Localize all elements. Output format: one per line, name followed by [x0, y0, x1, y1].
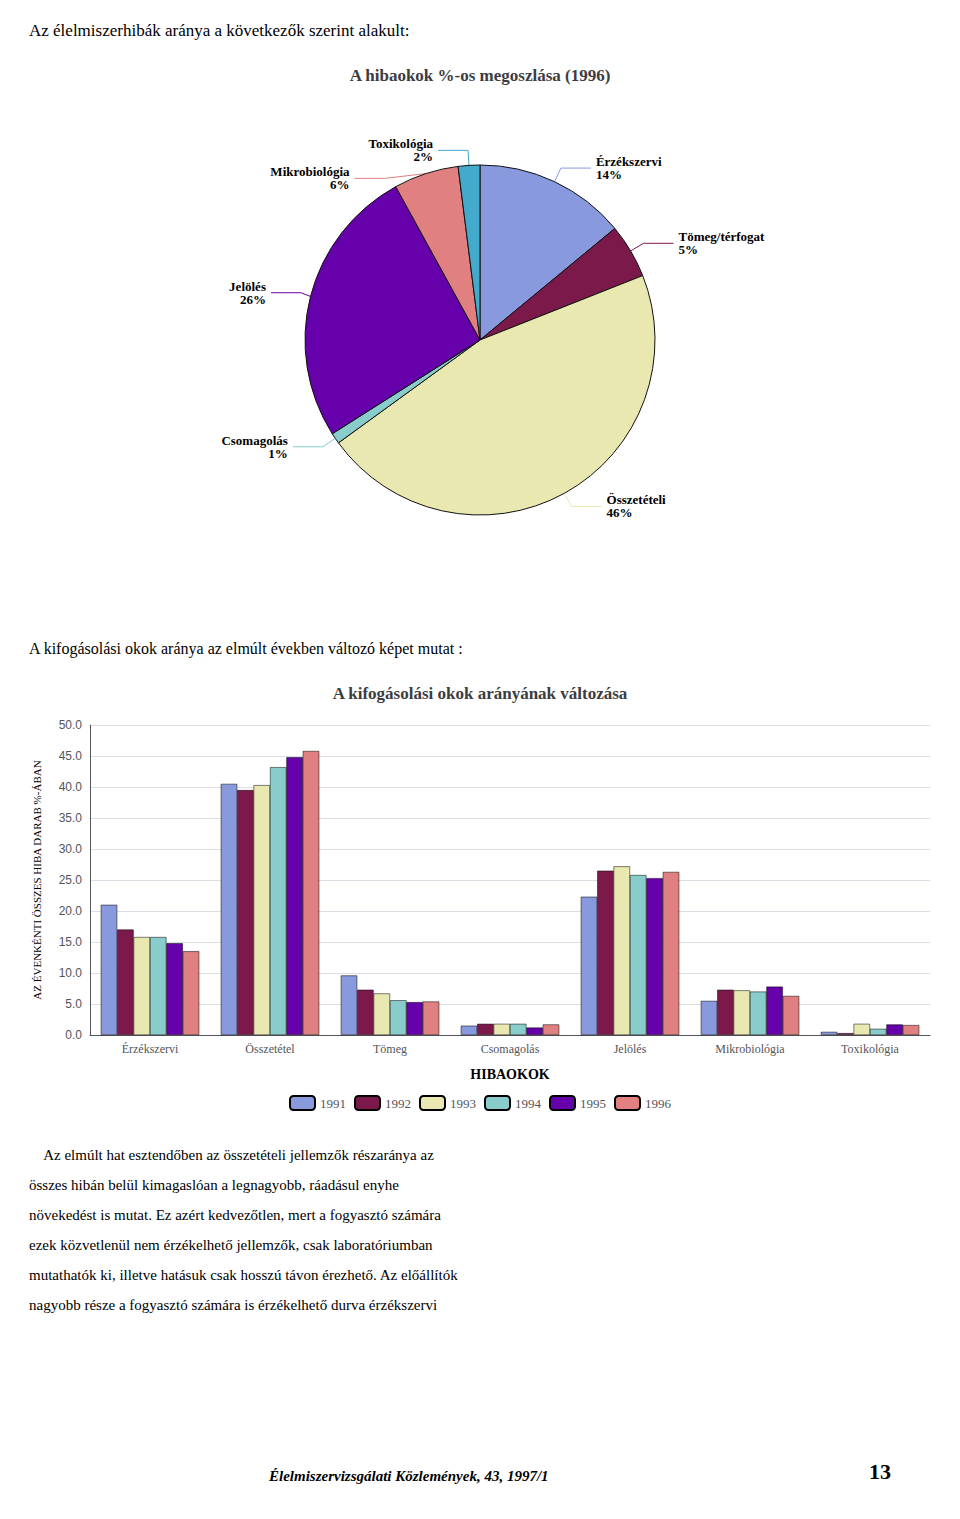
svg-text:1994: 1994 — [515, 1096, 542, 1111]
svg-text:A kifogásolási okok aránya az: A kifogásolási okok aránya az elmúlt éve… — [29, 640, 463, 658]
svg-text:1%: 1% — [268, 446, 288, 461]
svg-text:25.0: 25.0 — [59, 873, 83, 887]
svg-text:Mikrobiológia: Mikrobiológia — [270, 164, 350, 180]
svg-text:20.0: 20.0 — [59, 904, 83, 918]
svg-text:A hibaokok %-os megoszlása (19: A hibaokok %-os megoszlása (1996) — [350, 66, 611, 85]
svg-text:5%: 5% — [679, 242, 699, 257]
svg-text:A kifogásolási okok arányának: A kifogásolási okok arányának változása — [333, 684, 628, 703]
svg-text:2%: 2% — [414, 149, 434, 164]
svg-text:Tömeg: Tömeg — [373, 1042, 407, 1056]
svg-text:14%: 14% — [596, 167, 622, 182]
svg-text:nagyobb része a fogyasztó szám: nagyobb része a fogyasztó számára is érz… — [29, 1297, 437, 1313]
svg-text:1991: 1991 — [320, 1096, 346, 1111]
svg-text:1992: 1992 — [385, 1096, 411, 1111]
svg-text:Összetétel: Összetétel — [245, 1042, 295, 1056]
svg-text:összes hibán belül kimagaslóan: összes hibán belül kimagaslóan a legnagy… — [29, 1177, 399, 1193]
svg-text:35.0: 35.0 — [59, 811, 83, 825]
svg-text:Élelmiszervizsgálati Közlemény: Élelmiszervizsgálati Közlemények, 43, 19… — [268, 1468, 549, 1484]
svg-text:ezek közvetlenül nem érzékelhe: ezek közvetlenül nem érzékelhető jellemz… — [29, 1237, 433, 1253]
svg-text:Érzékszervi: Érzékszervi — [595, 154, 662, 170]
svg-text:Csomagolás: Csomagolás — [481, 1042, 540, 1056]
svg-text:1995: 1995 — [580, 1096, 606, 1111]
svg-text:15.0: 15.0 — [59, 935, 83, 949]
svg-text:növekedést is mutat. Ez azért: növekedést is mutat. Ez azért kedvezőtle… — [29, 1207, 441, 1223]
svg-text:Az elmúlt hat esztendőben az ö: Az elmúlt hat esztendőben az összetételi… — [29, 1147, 434, 1163]
svg-text:Jelölés: Jelölés — [614, 1042, 647, 1056]
svg-text:Toxikológia: Toxikológia — [841, 1042, 899, 1056]
svg-text:1996: 1996 — [645, 1096, 672, 1111]
svg-text:HIBAOKOK: HIBAOKOK — [470, 1067, 549, 1082]
svg-text:AZ ÉVENKÉNTI ÖSSZES HIBA DARAB: AZ ÉVENKÉNTI ÖSSZES HIBA DARAB %-ÁBAN — [31, 760, 43, 999]
svg-text:Toxikológia: Toxikológia — [368, 136, 434, 152]
svg-text:Jelölés: Jelölés — [229, 278, 266, 294]
svg-text:26%: 26% — [240, 292, 266, 307]
svg-text:Az élelmiszerhibák aránya a kö: Az élelmiszerhibák aránya a következők s… — [29, 21, 409, 40]
svg-text:mutathatók ki, illetve hatásuk: mutathatók ki, illetve hatásuk csak hoss… — [29, 1267, 458, 1283]
svg-text:30.0: 30.0 — [59, 842, 83, 856]
svg-text:6%: 6% — [330, 177, 350, 192]
svg-text:13: 13 — [869, 1459, 891, 1484]
svg-text:0.0: 0.0 — [65, 1028, 82, 1042]
svg-text:45.0: 45.0 — [59, 749, 83, 763]
svg-text:46%: 46% — [607, 505, 633, 520]
svg-text:Összetételi: Összetételi — [606, 492, 666, 508]
svg-text:5.0: 5.0 — [65, 997, 82, 1011]
svg-text:40.0: 40.0 — [59, 780, 83, 794]
svg-text:Tömeg/térfogat: Tömeg/térfogat — [678, 229, 765, 245]
svg-text:Mikrobiológia: Mikrobiológia — [715, 1042, 785, 1056]
svg-text:Érzékszervi: Érzékszervi — [122, 1042, 179, 1056]
svg-text:Csomagolás: Csomagolás — [221, 432, 288, 448]
svg-text:10.0: 10.0 — [59, 966, 83, 980]
svg-text:50.0: 50.0 — [59, 718, 83, 732]
svg-text:1993: 1993 — [450, 1096, 476, 1111]
